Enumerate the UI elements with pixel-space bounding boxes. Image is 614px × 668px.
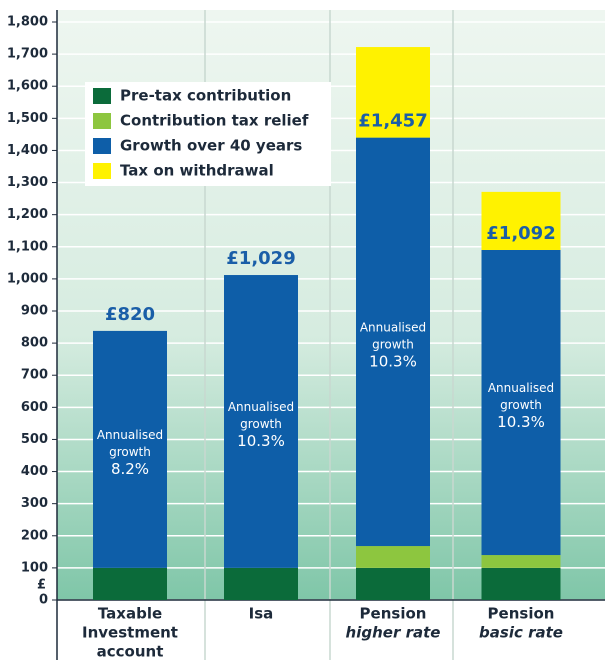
x-tick-label: basic rate — [479, 624, 563, 642]
bar-inner-label: growth — [240, 417, 282, 431]
bar-inner-label: 10.3% — [497, 413, 545, 431]
y-tick-label: 1,100 — [7, 239, 48, 254]
y-tick-label: 800 — [21, 336, 48, 351]
bar-inner-label: growth — [372, 337, 414, 351]
bar-segment — [356, 47, 430, 138]
bar-segment — [93, 567, 167, 600]
y-tick-label: 1,300 — [7, 175, 48, 190]
y-tick-label: 1,500 — [7, 111, 48, 126]
legend-box — [85, 82, 331, 186]
legend-label: Tax on withdrawal — [120, 162, 274, 180]
legend-label: Contribution tax relief — [120, 112, 309, 130]
y-tick-label: 0 — [39, 593, 48, 608]
legend-swatch — [93, 138, 111, 154]
y-tick-label: 700 — [21, 368, 48, 383]
x-tick-label: Taxable — [98, 605, 162, 623]
bar-segment — [481, 567, 561, 600]
y-tick-label: 1,600 — [7, 79, 48, 94]
bar-inner-label: 8.2% — [111, 460, 149, 478]
bar-segment — [481, 249, 561, 556]
x-tick-label: Pension — [488, 605, 555, 623]
bar-segment — [481, 191, 561, 250]
bar-segment — [224, 275, 298, 568]
bar-segment — [356, 137, 430, 547]
bar-total-label: £1,029 — [226, 248, 295, 269]
bar-segment — [481, 555, 561, 568]
y-tick-label: 600 — [21, 400, 48, 415]
y-tick-label: 200 — [21, 528, 48, 543]
bar-total-label: £1,457 — [358, 111, 427, 132]
bar-segment — [356, 567, 430, 600]
bar-inner-label: 10.3% — [237, 432, 285, 450]
x-tick-label: Pension — [360, 605, 427, 623]
y-tick-label: 900 — [21, 304, 48, 319]
bar-inner-label: Annualised — [228, 400, 294, 414]
legend-label: Growth over 40 years — [120, 137, 302, 155]
y-tick-label: 500 — [21, 432, 48, 447]
x-tick-label: account — [97, 643, 164, 661]
legend-swatch — [93, 88, 111, 104]
bar-inner-label: growth — [500, 398, 542, 412]
bar-inner-label: Annualised — [97, 428, 163, 442]
bar-segment — [224, 567, 298, 600]
x-tick-label: Investment — [82, 624, 178, 642]
legend-swatch — [93, 113, 111, 129]
bar-inner-label: growth — [109, 445, 151, 459]
y-tick-label: 1,700 — [7, 47, 48, 62]
bar-segment — [93, 330, 167, 568]
y-tick-label: 1,800 — [7, 15, 48, 30]
bar-total-label: £1,092 — [486, 223, 555, 244]
y-tick-label: 400 — [21, 464, 48, 479]
y-tick-label: 300 — [21, 496, 48, 511]
bar-segment — [356, 546, 430, 568]
bar-total-label: £820 — [105, 304, 155, 325]
x-tick-label: Isa — [249, 605, 274, 623]
y-unit: £ — [37, 578, 46, 593]
bar-inner-label: Annualised — [360, 320, 426, 334]
bar-inner-label: Annualised — [488, 381, 554, 395]
y-tick-label: 1,000 — [7, 271, 48, 286]
y-tick-label: 100 — [21, 560, 48, 575]
bar-inner-label: 10.3% — [369, 352, 417, 370]
x-tick-label: higher rate — [346, 624, 441, 642]
y-tick-label: 1,200 — [7, 207, 48, 222]
legend-swatch — [93, 163, 111, 179]
y-tick-label: 1,400 — [7, 143, 48, 158]
legend-label: Pre-tax contribution — [120, 87, 291, 105]
